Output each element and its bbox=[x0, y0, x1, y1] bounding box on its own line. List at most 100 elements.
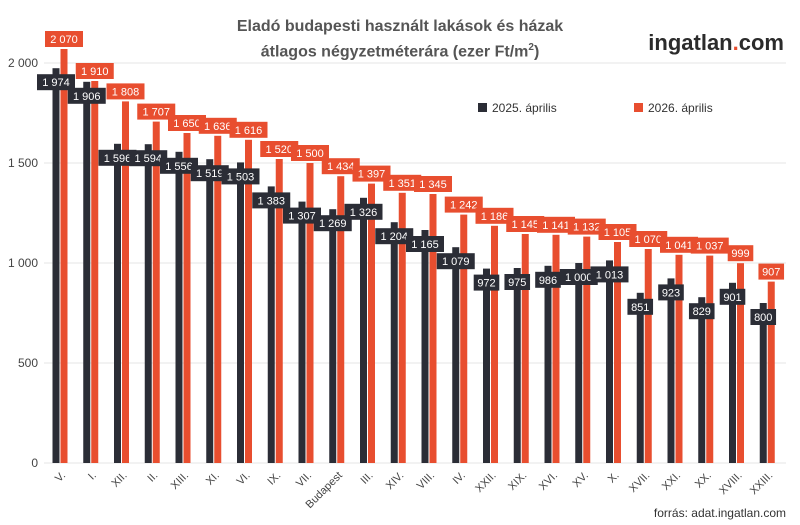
bar-2026 bbox=[337, 176, 345, 463]
bar-2025 bbox=[421, 230, 429, 463]
data-label-2025: 1 383 bbox=[257, 195, 285, 207]
bar-2026 bbox=[644, 249, 652, 463]
bar-2026 bbox=[491, 225, 498, 463]
bar-2026 bbox=[183, 133, 191, 463]
bar-2026 bbox=[306, 163, 314, 463]
bar-2026 bbox=[521, 234, 529, 463]
bar-2025 bbox=[452, 247, 460, 463]
bar-2026 bbox=[245, 139, 252, 464]
data-label-2025: 986 bbox=[539, 275, 557, 287]
data-label-2025-box bbox=[160, 157, 198, 174]
data-label-2025: 923 bbox=[662, 287, 680, 299]
data-label-2025: 1 974 bbox=[42, 77, 70, 89]
x-tick-label: XVIII. bbox=[717, 470, 745, 498]
x-tick-label: XIX. bbox=[506, 470, 529, 493]
source-note: forrás: adat.ingatlan.com bbox=[653, 506, 786, 520]
bar-2026 bbox=[706, 255, 714, 463]
data-label-2026-box bbox=[690, 237, 729, 254]
data-label-2025-box bbox=[67, 87, 106, 104]
data-label-2026: 1 351 bbox=[388, 178, 416, 190]
data-label-2025: 1 079 bbox=[442, 256, 470, 268]
data-label-2025-box bbox=[252, 192, 291, 209]
data-label-2025: 1 204 bbox=[380, 231, 408, 243]
data-label-2026: 1 616 bbox=[235, 125, 263, 137]
bar-2026 bbox=[214, 135, 222, 464]
data-label-2026-box bbox=[291, 145, 329, 161]
data-label-2025-box bbox=[590, 266, 629, 283]
data-label-2026: 1 132 bbox=[573, 222, 601, 234]
data-label-2026: 907 bbox=[762, 267, 780, 279]
bar-2025 bbox=[144, 144, 152, 463]
data-label-2025-box bbox=[559, 269, 598, 285]
x-tick-label: X. bbox=[606, 470, 622, 486]
data-label-2025-box bbox=[504, 274, 531, 290]
bar-2026 bbox=[429, 194, 437, 463]
data-label-2026-box bbox=[106, 83, 145, 100]
data-label-2025-box bbox=[37, 74, 75, 91]
y-tick-label: 0 bbox=[31, 456, 38, 470]
data-label-2026-box bbox=[137, 103, 176, 120]
legend-label: 2025. április bbox=[492, 101, 557, 115]
data-label-2025: 1 326 bbox=[350, 207, 378, 219]
legend-label: 2026. április bbox=[648, 101, 713, 115]
data-label-2025: 1 519 bbox=[196, 168, 224, 180]
x-tick-label: XII. bbox=[109, 470, 129, 490]
data-label-2026: 1 520 bbox=[265, 144, 293, 156]
bar-2026 bbox=[60, 49, 68, 463]
data-label-2026-box bbox=[567, 218, 606, 235]
data-label-2025: 1 013 bbox=[596, 269, 624, 281]
data-label-2025: 972 bbox=[477, 278, 495, 290]
data-label-2025: 1 906 bbox=[73, 91, 101, 103]
data-label-2025: 1 307 bbox=[288, 211, 316, 223]
bar-2026 bbox=[614, 242, 621, 463]
data-label-2026-box bbox=[198, 117, 237, 134]
x-tick-label: XXIII. bbox=[748, 470, 776, 498]
data-label-2026-box bbox=[414, 176, 452, 192]
data-label-2025: 1 165 bbox=[411, 239, 439, 251]
brand-tld: com bbox=[738, 30, 784, 55]
data-label-2026-box bbox=[444, 196, 483, 213]
bar-2025 bbox=[575, 263, 583, 463]
bar-2025 bbox=[729, 282, 736, 463]
data-label-2026: 1 707 bbox=[142, 107, 170, 119]
y-tick-label: 2 000 bbox=[8, 56, 38, 70]
data-label-2025-box bbox=[627, 298, 654, 315]
data-label-2026: 1 141 bbox=[542, 220, 570, 232]
x-tick-label: IX. bbox=[265, 470, 283, 488]
bar-2025 bbox=[636, 292, 644, 463]
data-label-2026: 1 070 bbox=[634, 234, 662, 246]
x-tick-label: VI. bbox=[235, 470, 253, 488]
chart-title-line-2-text: átlagos négyzetméterára (ezer Ft/m bbox=[260, 43, 529, 61]
data-label-2025-box bbox=[283, 207, 321, 224]
data-label-2025-box bbox=[221, 168, 260, 185]
x-tick-label: XV. bbox=[571, 470, 591, 490]
chart-title-superscript: 2 bbox=[528, 42, 534, 53]
data-label-2025-box bbox=[406, 236, 444, 252]
bar-2026 bbox=[675, 254, 683, 463]
bar-2025 bbox=[544, 265, 552, 463]
bar-2025 bbox=[606, 260, 613, 463]
x-tick-label: V. bbox=[53, 470, 68, 485]
x-tick-label: III. bbox=[358, 470, 375, 487]
data-label-2026-box bbox=[321, 158, 360, 175]
bar-2026 bbox=[368, 183, 375, 463]
x-tick-label: XIII. bbox=[169, 470, 191, 492]
data-label-2025: 800 bbox=[754, 312, 772, 324]
bar-2025 bbox=[267, 186, 275, 463]
data-label-2026-box bbox=[475, 207, 514, 224]
bar-2025 bbox=[114, 143, 121, 464]
data-label-2026: 1 345 bbox=[419, 179, 447, 191]
data-label-2025: 901 bbox=[723, 292, 741, 304]
x-tick-label: XIV. bbox=[384, 470, 406, 492]
data-label-2026: 1 041 bbox=[665, 240, 693, 252]
data-label-2025: 829 bbox=[693, 306, 711, 318]
data-label-2025-box bbox=[436, 253, 475, 270]
bar-2026 bbox=[460, 214, 468, 463]
brand-dot: . bbox=[732, 30, 739, 55]
data-label-2026-box bbox=[598, 224, 637, 240]
data-label-2026-box bbox=[537, 216, 575, 233]
data-label-2025-box bbox=[98, 149, 137, 166]
data-label-2026-box bbox=[75, 63, 114, 79]
x-tick-label: XVI. bbox=[537, 470, 560, 493]
